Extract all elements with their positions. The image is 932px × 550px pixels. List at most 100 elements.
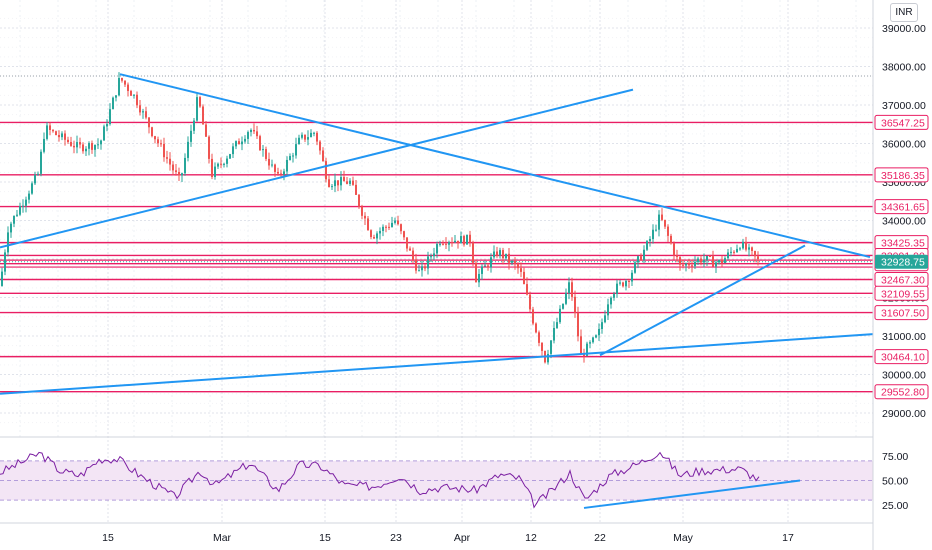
candle-body <box>238 141 240 145</box>
level-price-tag-text: 32467.30 <box>881 275 925 287</box>
candle-body <box>376 233 378 239</box>
candle-body <box>202 106 204 125</box>
candle-body <box>211 158 213 177</box>
candle-body <box>604 315 606 323</box>
candle-body <box>37 173 39 175</box>
candle-body <box>694 261 696 267</box>
candle-body <box>508 253 510 263</box>
price-tick-label: 31000.00 <box>882 331 926 343</box>
candle-body <box>619 282 621 284</box>
candle-body <box>625 280 627 287</box>
candle-body <box>712 256 714 267</box>
candle-body <box>589 342 591 344</box>
time-tick-label: Mar <box>213 532 232 544</box>
candle-body <box>322 150 324 162</box>
trend-line <box>599 244 806 357</box>
candle-body <box>454 240 456 243</box>
candle-body <box>709 256 711 258</box>
level-price-tag <box>874 199 929 215</box>
candle-body <box>82 144 84 152</box>
horizontal-levels[interactable] <box>0 121 873 393</box>
candle-body <box>559 308 561 323</box>
rsi-tick-label: 75.00 <box>882 451 908 463</box>
candle-body <box>418 270 420 272</box>
candle-body <box>19 206 21 215</box>
candle-body <box>691 265 693 267</box>
trend-lines[interactable] <box>0 73 874 395</box>
candle-body <box>757 256 759 260</box>
candle-body <box>721 260 723 264</box>
candle-body <box>148 117 150 128</box>
candle-body <box>124 80 126 85</box>
candle-body <box>181 173 183 176</box>
price-tick-label: 38000.00 <box>882 62 926 74</box>
candle-body <box>409 248 411 251</box>
candle-body <box>58 135 60 138</box>
candle-body <box>283 171 285 175</box>
candle-body <box>55 131 57 136</box>
level-price-tag-text: 35186.35 <box>881 170 925 182</box>
candle-body <box>352 180 354 185</box>
time-tick-label: Apr <box>454 532 471 544</box>
candle-body <box>586 343 588 356</box>
candle-body <box>499 250 501 256</box>
trend-line <box>119 73 871 259</box>
candle-body <box>325 161 327 180</box>
candle-body <box>253 129 255 132</box>
currency-label[interactable]: INR <box>890 3 918 22</box>
candle-body <box>364 215 366 219</box>
candle-body <box>307 137 309 140</box>
candle-body <box>484 265 486 267</box>
candle-body <box>241 141 243 145</box>
candle-body <box>628 280 630 282</box>
candle-body <box>565 293 567 304</box>
candle-body <box>637 256 639 263</box>
level-price-tag <box>874 305 929 321</box>
candle-body <box>655 229 657 231</box>
price-tick-label: 29000.00 <box>882 408 926 420</box>
candle-body <box>598 329 600 336</box>
candle-body <box>220 163 222 165</box>
candle-body <box>310 132 312 138</box>
candle-body <box>679 257 681 265</box>
candle-body <box>664 219 666 227</box>
candle-body <box>577 312 579 337</box>
level-price-tag-text: 33425.35 <box>881 238 925 250</box>
candle-body <box>502 250 504 259</box>
candle-body <box>130 91 132 96</box>
level-price-tag-text: 36547.25 <box>881 117 925 129</box>
candle-body <box>79 142 81 145</box>
candle-body <box>724 258 726 264</box>
level-price-tag <box>874 285 929 301</box>
candle-body <box>31 183 33 194</box>
candle-body <box>622 282 624 287</box>
time-axis[interactable]: 15 Mar 15 23 Apr 12 22 May 17 <box>102 532 794 544</box>
candle-body <box>154 136 156 140</box>
candle-body <box>448 242 450 245</box>
candle-body <box>4 252 6 272</box>
candle-body <box>259 136 261 151</box>
candle-body <box>436 244 438 254</box>
candle-body <box>574 296 576 313</box>
candle-body <box>97 144 99 146</box>
candle-body <box>1 271 3 286</box>
candle-body <box>685 263 687 266</box>
candle-body <box>25 199 27 206</box>
candle-body <box>580 336 582 354</box>
candle-body <box>43 138 45 152</box>
candle-body <box>121 78 123 81</box>
candle-body <box>76 142 78 148</box>
candle-body <box>430 256 432 258</box>
candle-body <box>286 159 288 172</box>
level-price-tag-text: 31607.50 <box>881 308 925 320</box>
candle-body <box>319 141 321 151</box>
time-tick-label: 12 <box>525 532 537 544</box>
candle-body <box>223 163 225 165</box>
candle-body <box>529 294 531 310</box>
candle-body <box>649 239 651 242</box>
candle-body <box>463 236 465 245</box>
candle-body <box>304 134 306 140</box>
candle-body <box>235 141 237 147</box>
candle-body <box>331 186 333 188</box>
